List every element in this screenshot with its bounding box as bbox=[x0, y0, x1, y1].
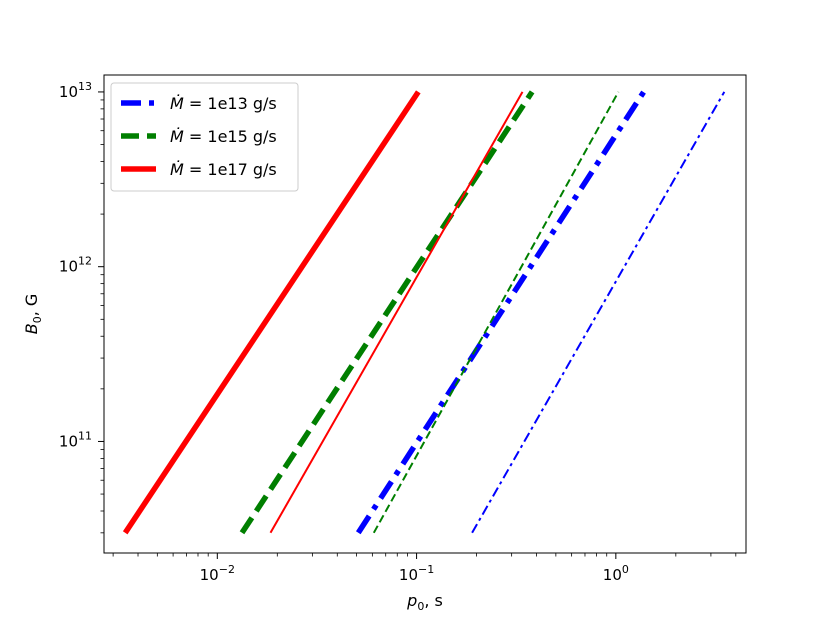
minor-ticks bbox=[100, 99, 737, 557]
series-layer bbox=[122, 90, 726, 535]
series-line-5 bbox=[269, 91, 524, 534]
x-axis-label-main: p bbox=[406, 591, 417, 610]
y-axis-label-sub: 0 bbox=[31, 316, 44, 323]
series-line-0 bbox=[355, 90, 647, 535]
legend-box bbox=[110, 82, 299, 192]
x-tick-label: 10−1 bbox=[399, 563, 434, 584]
series-line-2 bbox=[239, 90, 535, 535]
x-axis-label-sub: 0 bbox=[417, 600, 424, 613]
series-line-1 bbox=[471, 91, 726, 534]
x-axis-label-unit: , s bbox=[424, 591, 443, 610]
legend-label-2: Ṁ = 1e17 g/s bbox=[170, 160, 277, 179]
tick-labels: 10−2 10−1 100 1011 1012 1013 bbox=[59, 80, 629, 584]
series-line-4 bbox=[122, 90, 421, 535]
x-tick-label: 10−2 bbox=[200, 563, 235, 584]
y-tick-label: 1013 bbox=[59, 80, 92, 101]
series-line-3 bbox=[372, 91, 620, 534]
major-ticks bbox=[98, 91, 617, 559]
y-axis-label-main: B bbox=[22, 323, 41, 334]
y-tick-label: 1012 bbox=[59, 255, 92, 276]
y-axis-label-unit: , G bbox=[22, 294, 41, 317]
legend-label-1: Ṁ = 1e15 g/s bbox=[170, 127, 277, 146]
x-tick-label: 100 bbox=[603, 563, 629, 584]
y-tick-label: 1011 bbox=[59, 429, 92, 450]
legend-label-0: Ṁ = 1e13 g/s bbox=[170, 94, 277, 113]
x-axis-label: p0, s bbox=[406, 591, 443, 613]
plot-frame bbox=[103, 74, 747, 554]
legend: Ṁ = 1e13 g/s Ṁ = 1e15 g/s Ṁ = 1e17 g/s bbox=[110, 82, 299, 192]
y-axis-label: B0, G bbox=[22, 294, 44, 335]
